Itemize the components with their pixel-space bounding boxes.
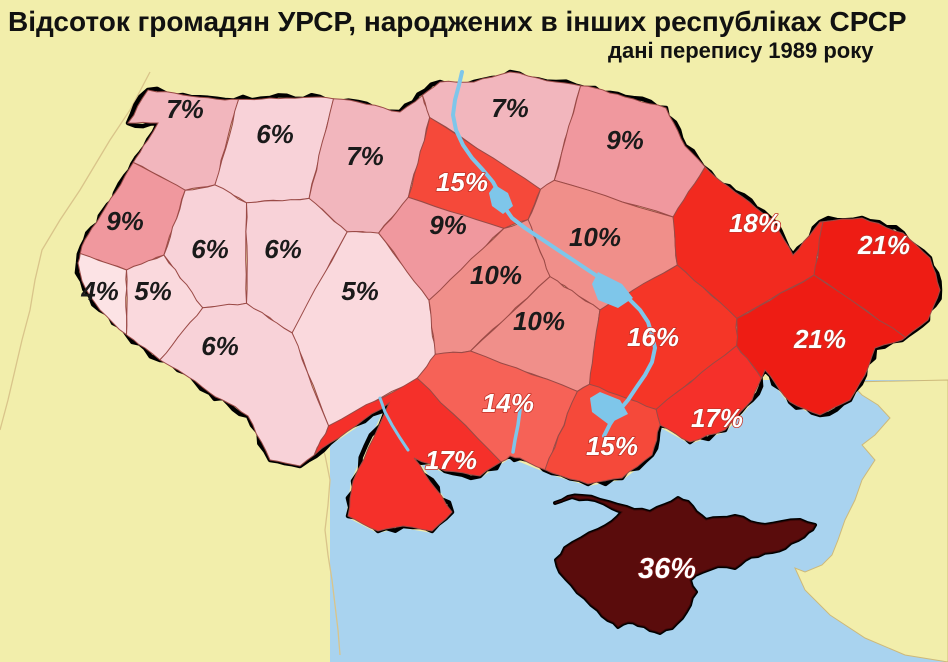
svg-text:21%: 21% bbox=[793, 324, 846, 354]
svg-text:9%: 9% bbox=[106, 206, 144, 236]
svg-text:6%: 6% bbox=[191, 234, 229, 264]
svg-text:9%: 9% bbox=[429, 210, 467, 240]
svg-text:7%: 7% bbox=[166, 94, 204, 124]
svg-text:5%: 5% bbox=[134, 276, 172, 306]
svg-text:15%: 15% bbox=[436, 167, 488, 197]
svg-text:18%: 18% bbox=[729, 208, 781, 238]
svg-text:15%: 15% bbox=[586, 431, 638, 461]
svg-text:6%: 6% bbox=[264, 234, 302, 264]
svg-text:36%: 36% bbox=[638, 553, 696, 585]
svg-text:4%: 4% bbox=[80, 276, 119, 306]
svg-text:6%: 6% bbox=[201, 331, 239, 361]
svg-text:10%: 10% bbox=[569, 222, 621, 252]
svg-text:17%: 17% bbox=[425, 445, 477, 475]
svg-text:9%: 9% bbox=[606, 125, 644, 155]
svg-text:10%: 10% bbox=[470, 260, 522, 290]
svg-text:10%: 10% bbox=[513, 306, 565, 336]
svg-text:6%: 6% bbox=[256, 119, 294, 149]
svg-text:14%: 14% bbox=[482, 388, 534, 418]
svg-text:5%: 5% bbox=[341, 276, 379, 306]
svg-text:17%: 17% bbox=[691, 403, 743, 433]
svg-text:7%: 7% bbox=[491, 93, 529, 123]
svg-text:21%: 21% bbox=[857, 230, 910, 260]
svg-text:7%: 7% bbox=[346, 141, 384, 171]
svg-text:16%: 16% bbox=[627, 322, 679, 352]
